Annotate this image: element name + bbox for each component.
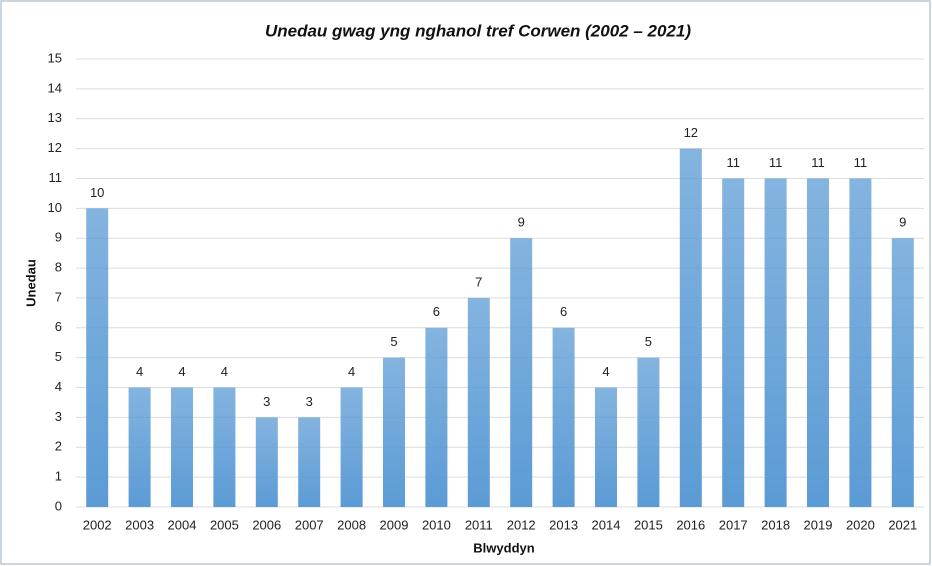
x-tick-label: 2011 [465,517,493,532]
x-tick-label: 2009 [380,517,409,532]
value-label: 10 [90,185,104,200]
bar [86,208,109,508]
chart-title: Unedau gwag yng nghanol tref Corwen (200… [265,21,691,40]
value-label: 12 [684,125,698,140]
value-label: 11 [726,155,740,170]
y-tick-label: 4 [55,379,62,394]
bar [298,417,321,507]
y-tick-label: 5 [55,349,62,364]
y-tick-label: 0 [55,498,62,513]
value-label: 11 [854,155,868,170]
bar [722,178,745,507]
y-tick-label: 15 [48,50,62,65]
x-tick-label: 2016 [676,517,705,532]
x-tick-label: 2003 [125,517,154,532]
bar [807,178,829,507]
y-axis-label: Unedau [23,259,38,307]
x-tick-label: 2006 [252,517,281,532]
value-label: 11 [769,155,783,170]
bar [891,238,914,507]
bar [510,238,533,507]
x-tick-label: 2021 [888,517,917,532]
bar [679,148,702,507]
y-tick-label: 13 [48,110,62,125]
bar [255,417,278,507]
bar [595,387,617,507]
x-axis-label: Blwyddyn [473,540,534,555]
y-tick-label: 3 [55,409,62,424]
value-label: 11 [811,155,825,170]
value-label: 5 [645,334,652,349]
value-label: 6 [560,304,567,319]
bar [764,178,787,507]
y-tick-label: 2 [55,439,62,454]
x-tick-label: 2010 [422,517,451,532]
bar [425,327,448,507]
value-label: 3 [306,394,313,409]
bar [637,357,660,507]
x-tick-label: 2017 [719,517,748,532]
x-tick-label: 2005 [210,517,239,532]
value-label: 6 [433,304,440,319]
value-label: 4 [348,364,355,379]
bar [849,178,872,507]
y-tick-label: 7 [55,289,62,304]
x-tick-label: 2015 [634,517,663,532]
bar [213,387,236,507]
y-tick-label: 6 [55,319,62,334]
value-label: 4 [602,364,609,379]
y-tick-label: 14 [48,80,62,95]
x-tick-label: 2002 [83,517,112,532]
bar [552,327,575,507]
x-tick-label: 2014 [592,517,621,532]
y-tick-label: 9 [55,230,62,245]
value-label: 4 [136,364,143,379]
y-tick-label: 8 [55,260,62,275]
value-label: 5 [390,334,397,349]
bar [467,297,490,507]
x-tick-label: 2018 [761,517,790,532]
y-tick-label: 11 [49,170,63,185]
x-tick-label: 2008 [337,517,366,532]
x-tick-label: 2004 [168,517,197,532]
x-tick-label: 2007 [295,517,324,532]
y-tick-label: 1 [55,469,62,484]
bar [340,387,363,507]
value-label: 4 [221,364,228,379]
value-label: 7 [475,274,482,289]
x-tick-label: 2019 [804,517,833,532]
y-tick-label: 10 [48,200,62,215]
value-label: 9 [518,215,525,230]
y-tick-label: 12 [48,140,62,155]
x-tick-label: 2013 [549,517,578,532]
value-label: 4 [178,364,185,379]
bar [171,387,193,507]
x-tick-label: 2012 [507,517,536,532]
bar [383,357,405,507]
bar [128,387,151,507]
value-label: 9 [899,215,906,230]
value-label: 3 [263,394,270,409]
x-tick-label: 2020 [846,517,875,532]
